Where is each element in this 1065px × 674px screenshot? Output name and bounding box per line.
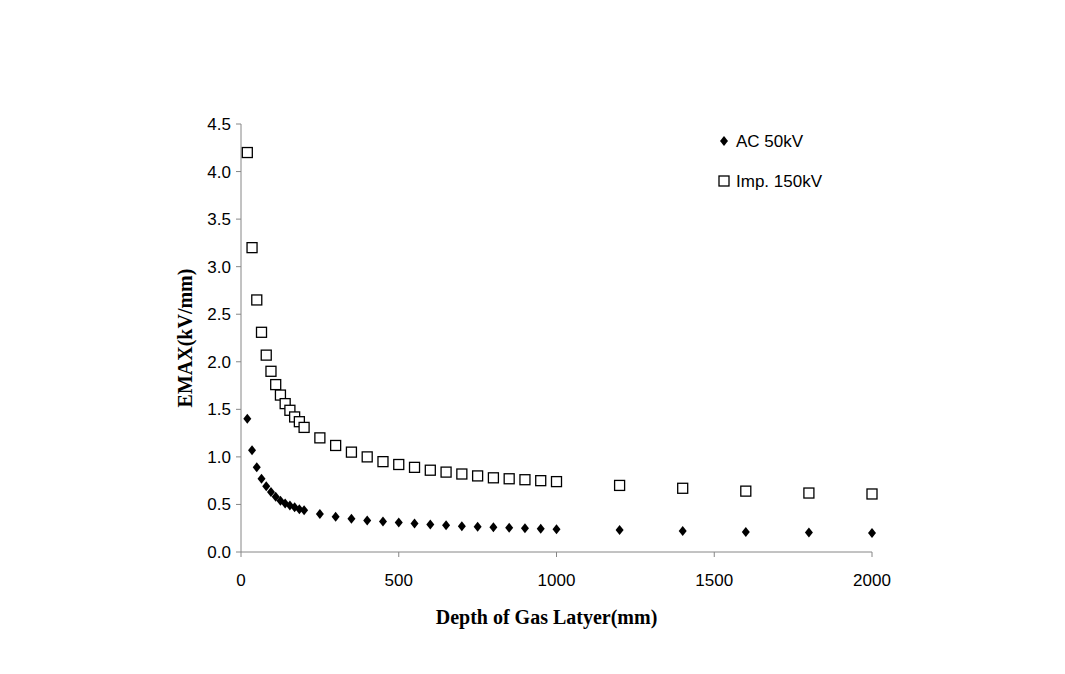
y-tick-label: 0.0: [207, 543, 231, 562]
point: [261, 350, 271, 360]
point: [247, 243, 257, 253]
point: [741, 486, 751, 496]
point: [505, 523, 513, 533]
y-tick: [236, 124, 241, 125]
y-tick-label: 3.0: [207, 258, 231, 277]
point: [679, 526, 687, 536]
point: [315, 433, 325, 443]
point: [346, 447, 356, 457]
point: [347, 514, 355, 524]
y-tick: [236, 314, 241, 315]
point: [258, 474, 266, 484]
y-tick: [236, 266, 241, 267]
point: [521, 523, 529, 533]
point: [868, 528, 876, 538]
point: [257, 327, 267, 337]
x-tick-label: 0: [236, 571, 245, 590]
x-tick: [714, 552, 715, 557]
point: [458, 521, 466, 531]
point: [442, 520, 450, 530]
plot-area: [242, 148, 877, 538]
point: [473, 471, 483, 481]
y-tick: [236, 171, 241, 172]
point: [441, 467, 451, 477]
legend-marker: [720, 136, 728, 146]
point: [332, 512, 340, 522]
y-axis: [241, 124, 242, 552]
x-axis-label: Depth of Gas Latyer(mm): [436, 606, 658, 629]
y-tick: [236, 219, 241, 220]
point: [248, 445, 256, 455]
point: [474, 522, 482, 532]
point: [520, 475, 530, 485]
point: [426, 519, 434, 529]
y-tick-label: 4.0: [207, 163, 231, 182]
point: [425, 465, 435, 475]
point: [489, 522, 497, 532]
background: [0, 0, 1065, 674]
y-axis-label: EMAX(kV/mm): [174, 269, 197, 408]
point: [379, 517, 387, 527]
point: [394, 459, 404, 469]
point: [504, 474, 514, 484]
point: [553, 524, 561, 534]
point: [867, 489, 877, 499]
point: [805, 528, 813, 538]
point: [266, 366, 276, 376]
point: [552, 477, 562, 487]
point: [363, 516, 371, 526]
point: [300, 505, 308, 515]
point: [316, 509, 324, 519]
point: [378, 457, 388, 467]
legend-label: AC 50kV: [736, 132, 804, 151]
point: [537, 524, 545, 534]
y-tick: [236, 361, 241, 362]
y-tick-label: 1.5: [207, 400, 231, 419]
point: [362, 452, 372, 462]
y-tick: [236, 409, 241, 410]
legend-marker: [719, 176, 729, 186]
x-tick-label: 1500: [695, 571, 733, 590]
point: [242, 148, 252, 158]
chart: 0.0 0.5 1.0 1.5 2.0 2.5 3.0 3.5 4.0 4.5 0 500 1000 15…: [0, 0, 1065, 674]
point: [410, 462, 420, 472]
x-tick: [872, 552, 873, 557]
point: [742, 527, 750, 537]
legend-label: Imp. 150kV: [736, 172, 823, 191]
y-tick-label: 3.5: [207, 210, 231, 229]
y-tick-label: 2.5: [207, 305, 231, 324]
point: [678, 483, 688, 493]
y-tick-label: 0.5: [207, 495, 231, 514]
x-tick: [241, 552, 242, 557]
point: [804, 488, 814, 498]
x-tick-label: 1000: [538, 571, 576, 590]
point: [252, 295, 262, 305]
y-tick: [236, 456, 241, 457]
point: [271, 380, 281, 390]
y-tick: [236, 504, 241, 505]
x-tick-label: 2000: [853, 571, 891, 590]
point: [616, 525, 624, 535]
point: [331, 440, 341, 450]
point: [411, 518, 419, 528]
y-tick-label: 1.0: [207, 448, 231, 467]
point: [488, 473, 498, 483]
x-tick-label: 500: [385, 571, 413, 590]
point: [253, 462, 261, 472]
y-tick-label: 2.0: [207, 353, 231, 372]
point: [299, 422, 309, 432]
x-tick: [398, 552, 399, 557]
point: [395, 518, 403, 528]
point: [243, 414, 251, 424]
point: [536, 476, 546, 486]
x-tick: [556, 552, 557, 557]
point: [615, 480, 625, 490]
point: [457, 469, 467, 479]
y-tick: [236, 552, 241, 553]
y-tick-label: 4.5: [207, 115, 231, 134]
